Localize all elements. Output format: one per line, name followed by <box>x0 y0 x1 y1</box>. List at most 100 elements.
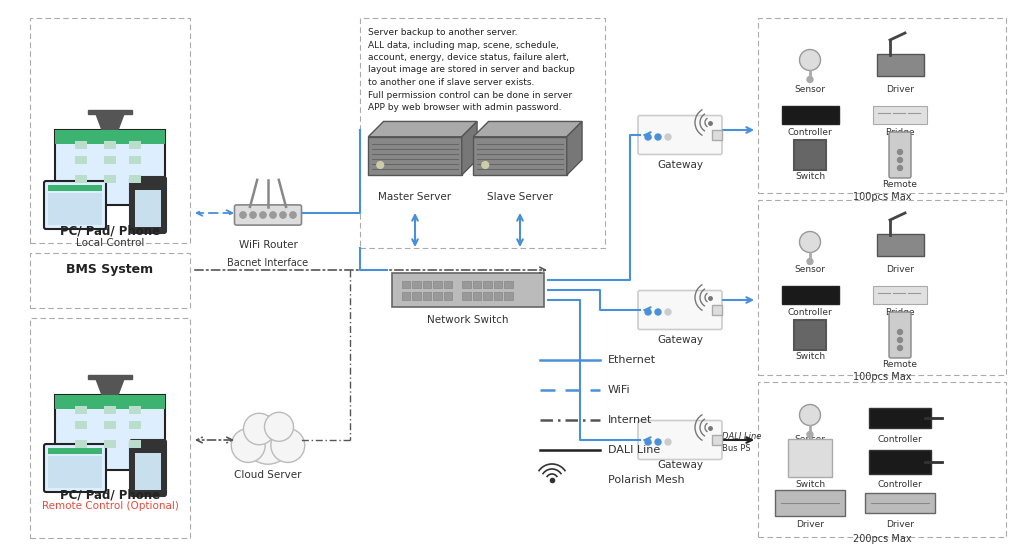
FancyBboxPatch shape <box>129 439 141 448</box>
Circle shape <box>897 157 902 162</box>
Circle shape <box>665 439 671 445</box>
Circle shape <box>655 134 662 140</box>
Text: Ethernet: Ethernet <box>608 355 656 365</box>
FancyBboxPatch shape <box>48 456 102 488</box>
Text: WiFi Router: WiFi Router <box>239 240 297 250</box>
FancyBboxPatch shape <box>402 292 411 300</box>
FancyBboxPatch shape <box>483 292 492 300</box>
Text: Gateway: Gateway <box>657 160 703 170</box>
FancyBboxPatch shape <box>48 448 102 454</box>
FancyBboxPatch shape <box>865 493 935 513</box>
FancyBboxPatch shape <box>423 280 431 288</box>
FancyBboxPatch shape <box>75 141 87 148</box>
Circle shape <box>377 162 384 168</box>
FancyBboxPatch shape <box>75 406 87 414</box>
FancyBboxPatch shape <box>55 130 165 144</box>
Text: 100pcs Max: 100pcs Max <box>853 372 911 382</box>
FancyBboxPatch shape <box>869 450 931 474</box>
Circle shape <box>482 162 488 168</box>
Polygon shape <box>96 379 124 395</box>
FancyBboxPatch shape <box>638 115 722 155</box>
FancyBboxPatch shape <box>104 156 117 164</box>
FancyBboxPatch shape <box>433 292 441 300</box>
Circle shape <box>280 212 286 218</box>
Text: Controller: Controller <box>787 308 833 317</box>
FancyBboxPatch shape <box>135 453 161 490</box>
Circle shape <box>807 432 813 438</box>
FancyBboxPatch shape <box>873 286 927 304</box>
Circle shape <box>260 212 266 218</box>
FancyBboxPatch shape <box>794 320 826 350</box>
Text: Server backup to another server.
ALL data, including map, scene, schedule,
accou: Server backup to another server. ALL dat… <box>368 28 574 112</box>
Circle shape <box>665 309 671 315</box>
FancyBboxPatch shape <box>402 280 411 288</box>
FancyBboxPatch shape <box>55 395 165 408</box>
Text: Sensor: Sensor <box>795 85 825 94</box>
Polygon shape <box>369 121 477 137</box>
FancyBboxPatch shape <box>104 406 117 414</box>
Text: Switch: Switch <box>795 172 825 181</box>
Circle shape <box>807 77 813 82</box>
Text: Master Server: Master Server <box>379 192 452 202</box>
FancyBboxPatch shape <box>104 141 117 148</box>
FancyBboxPatch shape <box>889 132 911 178</box>
FancyBboxPatch shape <box>413 280 421 288</box>
Circle shape <box>807 258 813 264</box>
Circle shape <box>645 309 651 315</box>
FancyBboxPatch shape <box>877 234 924 256</box>
Circle shape <box>897 330 902 335</box>
Text: 100pcs Max: 100pcs Max <box>853 192 911 202</box>
FancyBboxPatch shape <box>712 305 722 315</box>
Text: Sensor: Sensor <box>795 265 825 274</box>
Circle shape <box>800 405 820 426</box>
Circle shape <box>655 439 662 445</box>
Text: Controller: Controller <box>878 480 923 489</box>
Circle shape <box>645 439 651 445</box>
Circle shape <box>645 134 651 140</box>
FancyBboxPatch shape <box>234 205 301 225</box>
Text: PC/ Pad/ Phone: PC/ Pad/ Phone <box>60 225 160 238</box>
FancyBboxPatch shape <box>712 435 722 445</box>
Text: Driver: Driver <box>886 265 914 274</box>
FancyBboxPatch shape <box>104 421 117 429</box>
FancyBboxPatch shape <box>55 395 165 470</box>
FancyBboxPatch shape <box>504 280 512 288</box>
Text: Gateway: Gateway <box>657 460 703 470</box>
Circle shape <box>800 231 820 252</box>
FancyBboxPatch shape <box>712 130 722 140</box>
Text: PC/ Pad/ Phone: PC/ Pad/ Phone <box>60 488 160 501</box>
Polygon shape <box>96 114 124 130</box>
FancyBboxPatch shape <box>104 174 117 183</box>
FancyBboxPatch shape <box>873 106 927 124</box>
FancyBboxPatch shape <box>135 189 161 227</box>
FancyBboxPatch shape <box>788 439 831 477</box>
Text: Sensor: Sensor <box>795 435 825 444</box>
FancyBboxPatch shape <box>781 106 839 124</box>
FancyBboxPatch shape <box>75 156 87 164</box>
Circle shape <box>655 309 662 315</box>
FancyBboxPatch shape <box>129 156 141 164</box>
Polygon shape <box>369 137 462 175</box>
Text: Polarish Mesh: Polarish Mesh <box>608 475 685 485</box>
Text: Bridge: Bridge <box>885 128 914 137</box>
Text: Remote: Remote <box>883 180 918 189</box>
FancyBboxPatch shape <box>130 177 166 233</box>
Text: Network Switch: Network Switch <box>427 315 509 325</box>
FancyBboxPatch shape <box>48 185 102 191</box>
Circle shape <box>800 50 820 71</box>
FancyBboxPatch shape <box>423 292 431 300</box>
Text: Bridge: Bridge <box>885 308 914 317</box>
FancyBboxPatch shape <box>75 174 87 183</box>
FancyBboxPatch shape <box>44 444 106 492</box>
Polygon shape <box>88 110 132 114</box>
FancyBboxPatch shape <box>473 292 481 300</box>
Text: Cloud Server: Cloud Server <box>234 470 302 480</box>
FancyBboxPatch shape <box>443 292 453 300</box>
FancyBboxPatch shape <box>130 440 166 496</box>
FancyBboxPatch shape <box>129 406 141 414</box>
Polygon shape <box>462 121 477 175</box>
Text: Remote Control (Optional): Remote Control (Optional) <box>42 501 178 511</box>
Polygon shape <box>88 375 132 379</box>
Text: Remote: Remote <box>883 360 918 369</box>
Circle shape <box>897 150 902 155</box>
